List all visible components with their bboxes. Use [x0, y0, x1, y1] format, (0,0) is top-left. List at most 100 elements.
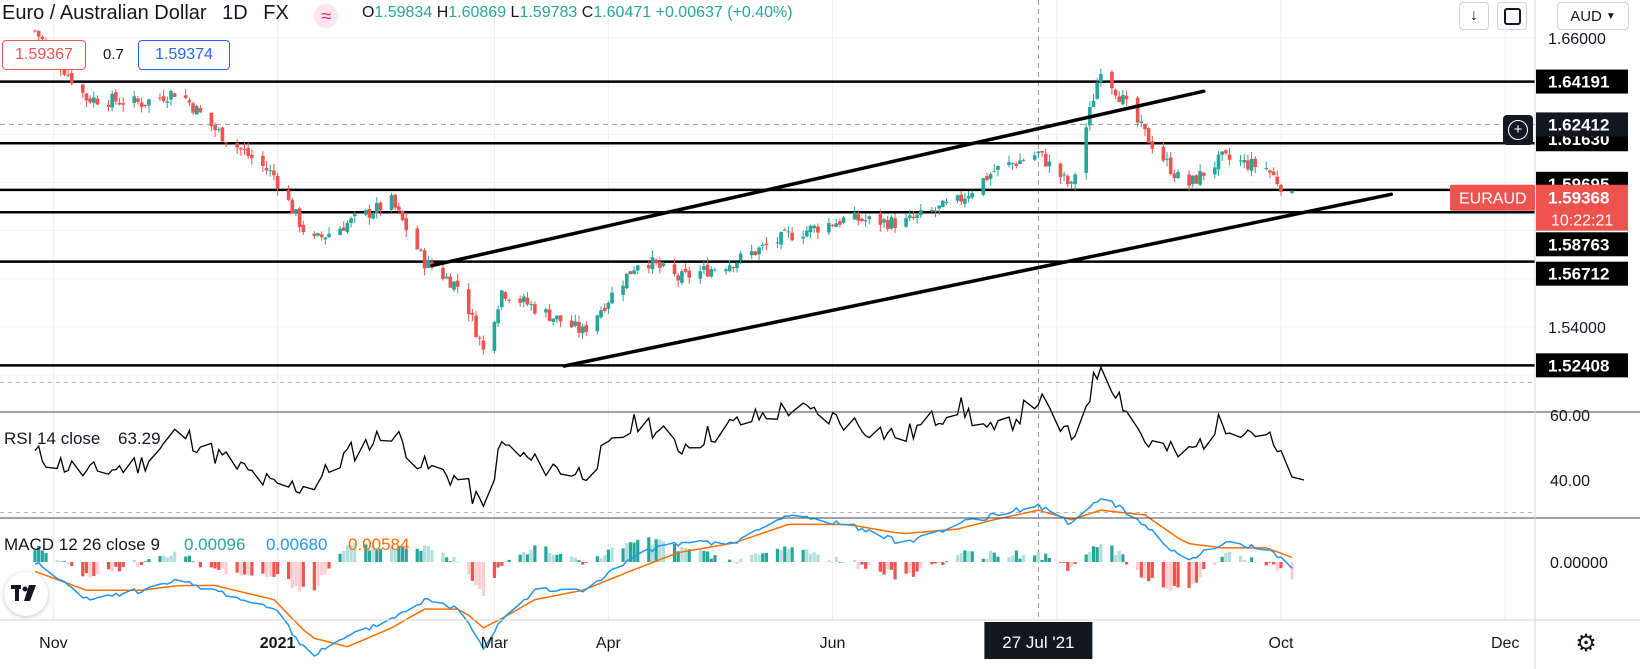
candle — [775, 237, 780, 249]
macd-histogram-bar — [323, 562, 327, 575]
candle — [187, 98, 192, 107]
macd-histogram-bar — [654, 539, 658, 562]
candle-body — [790, 232, 794, 241]
macd-histogram-bar — [448, 561, 452, 562]
macd-histogram-bar — [970, 551, 974, 562]
candle-body — [1117, 96, 1122, 103]
macd-histogram-bar — [1044, 553, 1048, 562]
candle-body — [1139, 121, 1144, 123]
candle — [136, 96, 140, 105]
candle — [863, 214, 868, 227]
macd-histogram-bar — [702, 550, 706, 562]
candle — [132, 90, 137, 108]
candle-body — [698, 271, 703, 279]
fullscreen-button[interactable] — [1497, 2, 1527, 30]
macd-histogram-bar — [404, 548, 408, 562]
candle — [709, 266, 714, 278]
candle-body — [1165, 158, 1169, 160]
symbol-legend[interactable]: Euro / Australian Dollar 1D FX ≈ O1.5983… — [2, 2, 793, 28]
candle-body — [1084, 127, 1088, 173]
candle — [985, 172, 989, 182]
current-price-box — [1536, 184, 1628, 231]
sell-button[interactable]: 1.59367 — [2, 40, 86, 70]
macd-histogram-bar — [492, 562, 497, 579]
candle — [338, 225, 342, 236]
macd-histogram-bar — [441, 552, 445, 562]
macd-tick-label: 0.00000 — [1550, 555, 1608, 572]
candle-body — [88, 98, 92, 103]
macd-histogram-bar — [1264, 562, 1268, 566]
candle — [312, 231, 317, 240]
macd-histogram-bar — [779, 549, 783, 562]
macd-histogram-bar — [728, 559, 732, 562]
macd-histogram-bar — [731, 561, 735, 563]
candle-body — [80, 84, 85, 93]
candle — [724, 267, 728, 275]
download-button[interactable]: ↓ — [1459, 2, 1489, 30]
candle-body — [911, 216, 916, 219]
candle — [757, 246, 761, 260]
candle — [911, 210, 916, 221]
macd-histogram-bar — [1172, 562, 1176, 586]
candle — [856, 210, 861, 226]
candle — [551, 318, 556, 326]
candle-body — [735, 262, 739, 269]
wave-icon[interactable]: ≈ — [314, 4, 339, 28]
candle-body — [731, 267, 736, 269]
macd-histogram-bar — [246, 562, 250, 576]
candle — [345, 220, 350, 234]
candle — [477, 335, 482, 346]
candle — [1176, 169, 1180, 179]
candle — [1279, 183, 1283, 196]
time-tick-label: Apr — [596, 635, 622, 652]
macd-histogram-bar — [680, 547, 684, 562]
candle — [250, 149, 254, 165]
candle — [944, 198, 949, 206]
macd-histogram-bar — [114, 562, 118, 567]
macd-histogram-bar — [757, 554, 761, 562]
symbol-name: Euro / Australian Dollar — [2, 2, 207, 24]
macd-histogram-bar — [1238, 555, 1243, 562]
macd-histogram-bar — [261, 562, 265, 574]
candle-body — [985, 175, 989, 181]
candle — [1007, 155, 1011, 168]
candle-body — [147, 99, 151, 106]
macd-histogram-bar — [250, 562, 254, 576]
macd-histogram-bar — [1249, 557, 1254, 562]
candle — [1021, 158, 1026, 162]
buy-button[interactable]: 1.59374 — [138, 40, 230, 70]
candle — [632, 266, 636, 275]
macd-histogram-bar — [191, 561, 195, 563]
channel-lines[interactable] — [430, 89, 1393, 368]
candle — [760, 242, 765, 251]
level-price-box — [1536, 69, 1628, 94]
macd-histogram-bar — [338, 553, 342, 562]
candle — [827, 217, 831, 236]
add-alert-plus-icon[interactable]: + — [1503, 115, 1533, 145]
candle — [349, 216, 353, 228]
candle-body — [261, 155, 265, 167]
candle — [1216, 151, 1221, 176]
candle-body — [966, 196, 971, 199]
candle — [1194, 174, 1199, 185]
candle-body — [1220, 151, 1224, 155]
candle — [904, 213, 908, 228]
candle-body — [805, 230, 809, 237]
tradingview-logo[interactable] — [4, 572, 48, 616]
macd-histogram-bar — [709, 558, 713, 562]
candle — [529, 300, 533, 312]
macd-histogram-bar — [735, 562, 739, 565]
candle-body — [62, 69, 67, 75]
gear-icon[interactable]: ⚙ — [1575, 630, 1597, 657]
candle-body — [801, 236, 805, 239]
crosshair-date-box — [984, 622, 1093, 659]
currency-select[interactable]: AUD ▼ — [1557, 2, 1629, 30]
candle-body — [139, 102, 144, 108]
candle-body — [1198, 171, 1202, 185]
candle — [930, 206, 934, 213]
candle-body — [915, 214, 919, 218]
candle — [996, 165, 1000, 177]
macd-histogram-bar — [573, 557, 577, 562]
rsi-tick-label: 60.00 — [1550, 408, 1590, 425]
